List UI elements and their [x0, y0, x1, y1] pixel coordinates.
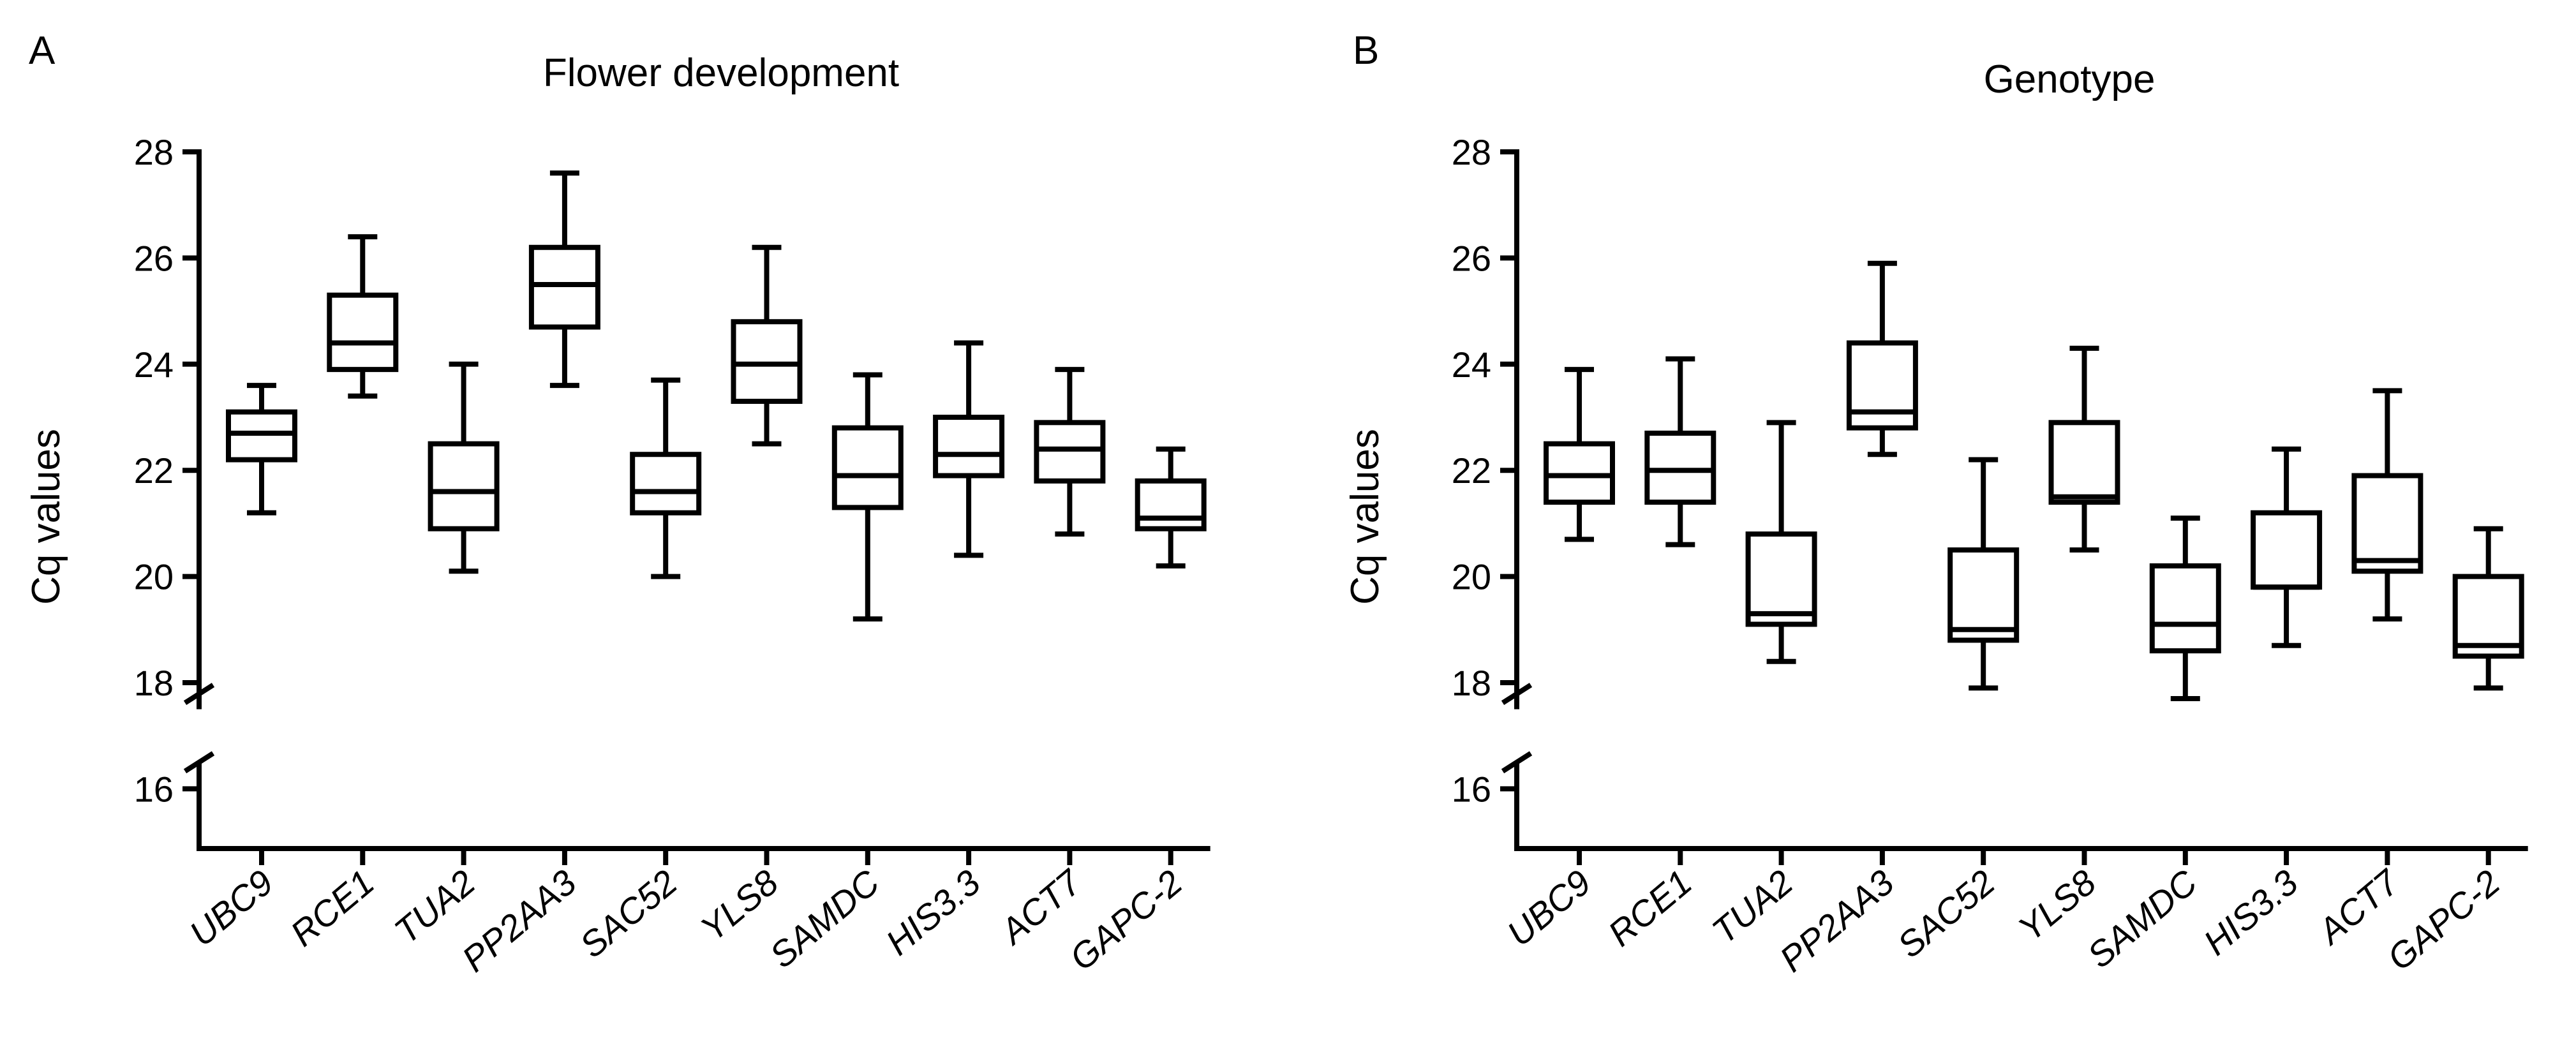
iqr-box [933, 415, 1005, 479]
panel-b-box-act7 [2351, 388, 2423, 622]
panel-b-y-tick-label: 26 [1452, 238, 1491, 278]
iqr-box [731, 319, 803, 404]
panel-a-x-tick-label: HIS3.3 [878, 862, 988, 963]
panel-b-axis-break-mark-lower [1501, 751, 1533, 774]
panel-a-x-tick-label: RCE1 [283, 862, 382, 954]
panel-a-box-act7 [1034, 367, 1106, 537]
iqr-box [2251, 510, 2323, 590]
panel-a-box-samdc [831, 372, 904, 622]
panel-b-box-pp2aa3 [1846, 260, 1918, 457]
iqr-box [428, 441, 500, 531]
panel-a-y-tick-label: 22 [134, 450, 174, 491]
iqr-box [1846, 340, 1918, 431]
panel-a-box-yls8 [731, 244, 803, 447]
panel-b-x-tick-label: SAC52 [1889, 862, 2002, 965]
iqr-box [1544, 441, 1615, 505]
panel-a-box-pp2aa3 [528, 170, 600, 389]
iqr-box [2048, 420, 2120, 505]
panel-a-axis-break-mark-lower [183, 751, 215, 774]
panel-b-box-yls8 [2048, 345, 2120, 553]
panel-b-y-tick-label: 18 [1452, 663, 1491, 703]
panel-a-x-tick-label: SAMDC [762, 862, 887, 976]
iqr-box [226, 409, 297, 463]
iqr-box [630, 452, 702, 516]
panel-a-axis-break-mark-upper [183, 683, 215, 705]
panel-b-box-sac52 [1947, 457, 2020, 691]
panel-b-box-gapc-2 [2452, 526, 2524, 691]
panel-a-box-rce1 [327, 234, 399, 399]
panel-a-y-tick-label: 18 [134, 663, 174, 703]
panel-b-x-tick-label: SAMDC [2080, 862, 2205, 976]
panel-b-x-tick-label: RCE1 [1600, 862, 1699, 954]
panel-a-x-tick-label: SAC52 [572, 862, 684, 965]
iqr-box [327, 292, 399, 373]
panel-b-box-his3-3 [2251, 446, 2323, 648]
panel-a-box-his3-3 [933, 340, 1005, 558]
panel-b-y-tick-label: 28 [1452, 132, 1491, 172]
panel-a-x-tick-label: UBC9 [182, 862, 281, 954]
panel-b: B Genotype Cq values 16 18 20 22 24 26 28 UBC9 R… [1343, 29, 2528, 979]
iqr-box [2452, 574, 2524, 659]
panel-b-y-axis-label: Cq values [1343, 429, 1387, 605]
panel-a: A Flower development Cq values 16 18 20 22 2… [24, 29, 1210, 979]
iqr-box [1745, 531, 1817, 627]
panel-a-letter: A [29, 29, 56, 73]
panel-a-x-tick-label: GAPC-2 [1062, 862, 1189, 978]
panel-b-box-samdc [2149, 516, 2221, 701]
panel-a-box-tua2 [428, 361, 500, 574]
panel-b-x-tick-label: HIS3.3 [2196, 862, 2305, 963]
panel-a-title: Flower development [543, 51, 899, 95]
iqr-box [1644, 430, 1716, 505]
panel-a-y-tick-label: 20 [134, 557, 174, 597]
iqr-box [2149, 563, 2221, 654]
panel-a-box-sac52 [630, 377, 702, 579]
panel-b-x-tick-label: PP2AA3 [1772, 862, 1902, 979]
iqr-box [1135, 478, 1207, 531]
panel-a-y-tick-label: 16 [134, 769, 174, 809]
panel-b-axis-break-mark-upper [1501, 683, 1533, 705]
panel-b-title: Genotype [1984, 57, 2155, 101]
iqr-box [1034, 420, 1106, 484]
panel-b-x-tick-label: GAPC-2 [2379, 862, 2507, 978]
panel-a-y-tick-label: 26 [134, 238, 174, 278]
panel-b-y-tick-label: 16 [1452, 769, 1491, 809]
panel-a-y-tick-label: 28 [134, 132, 174, 172]
panel-b-box-tua2 [1745, 420, 1817, 664]
panel-b-y-tick-label: 24 [1452, 345, 1491, 385]
panel-a-y-tick-label: 24 [134, 345, 174, 385]
panel-a-box-gapc-2 [1135, 446, 1207, 568]
panel-a-box-ubc9 [226, 383, 297, 516]
iqr-box [2351, 473, 2423, 574]
panel-a-x-tick-label: PP2AA3 [454, 862, 584, 979]
panel-b-box-ubc9 [1544, 367, 1615, 542]
panel-a-y-axis-label: Cq values [24, 429, 68, 605]
panel-b-letter: B [1353, 29, 1379, 73]
panel-b-box-rce1 [1644, 356, 1716, 547]
panel-b-x-tick-label: UBC9 [1500, 862, 1598, 954]
iqr-box [528, 244, 600, 330]
iqr-box [831, 425, 904, 510]
iqr-box [1947, 547, 2020, 643]
panel-b-y-tick-label: 20 [1452, 557, 1491, 597]
panel-b-y-tick-label: 22 [1452, 450, 1491, 491]
